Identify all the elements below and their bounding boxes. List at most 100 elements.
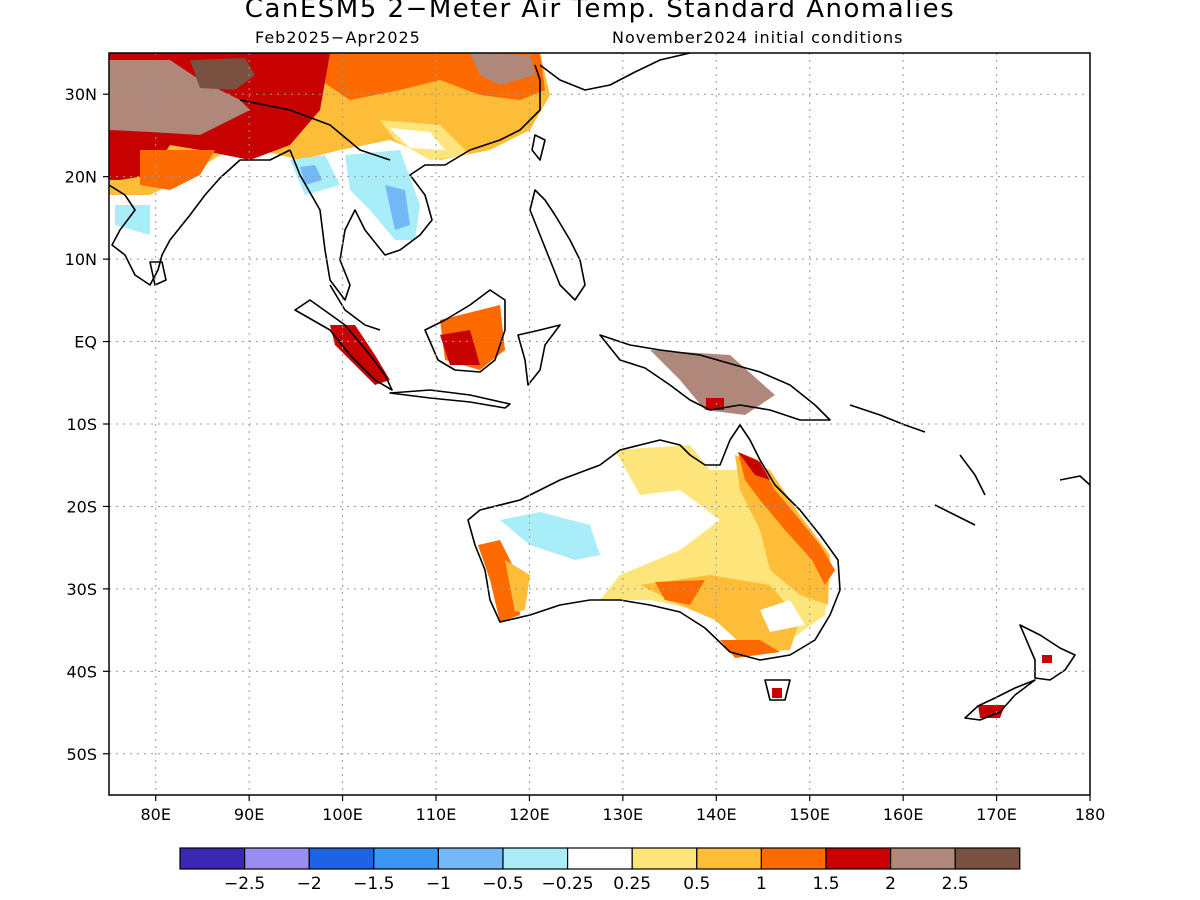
lon-label: 130E (603, 805, 644, 824)
lat-label: 30N (65, 85, 97, 104)
colorbar-swatch (244, 847, 310, 870)
coast-vanuatu (959, 454, 986, 496)
anomaly-newguinea-red (706, 398, 724, 410)
anomaly-sumatra (330, 325, 390, 385)
colorbar-label: 0.5 (683, 874, 710, 894)
colorbar-label: 2.5 (942, 874, 969, 894)
anomaly-china-white (390, 128, 445, 150)
colorbar-swatch (566, 847, 633, 870)
colorbar-swatch (308, 847, 375, 870)
anomaly-cool-indochina2 (385, 185, 410, 230)
coast-philippines (529, 189, 586, 301)
lat-label: 50S (66, 745, 97, 764)
anomaly-india-orange (140, 150, 215, 190)
colorbar-label: 1.5 (812, 874, 839, 894)
anomaly-newguinea (650, 350, 775, 415)
anomaly-cool-india (115, 205, 150, 235)
lat-axis-labels: 30N 20N 10N EQ 10S 20S 30S 40S 50S (65, 85, 97, 764)
anomaly-nz (978, 705, 1005, 718)
coast-india (109, 149, 291, 286)
colorbar-label: −1 (426, 874, 451, 894)
lon-axis-labels: 80E 90E 100E 110E 120E 130E 140E 150E 160E 170E 18… (140, 805, 1105, 824)
colorbar-swatch (179, 847, 246, 870)
colorbar-label: −0.5 (482, 874, 523, 894)
lon-label: 170E (976, 805, 1017, 824)
lon-label: 100E (322, 805, 363, 824)
coast-malaya (329, 284, 381, 331)
anomaly-australia-deep-se (655, 580, 705, 605)
lat-label: 10N (65, 250, 97, 269)
lat-label: 20N (65, 168, 97, 187)
lat-label: 10S (66, 415, 97, 434)
anomaly-tasmania (772, 688, 782, 698)
colorbar-label: −2.5 (224, 874, 265, 894)
colorbar-swatch (760, 847, 827, 870)
colorbar-swatch (889, 847, 956, 870)
initial-conditions: November2024 initial conditions (612, 28, 904, 47)
anomaly-cool-indochina (345, 150, 420, 240)
lon-label: 90E (234, 805, 264, 824)
anomaly-australia-sw-yellow (505, 560, 530, 612)
colorbar-label: −1.5 (353, 874, 394, 894)
coast-fiji (1059, 475, 1090, 486)
coast-australia (467, 424, 841, 661)
lat-label: 30S (66, 580, 97, 599)
coast-sumatra (294, 299, 393, 391)
colorbar-swatch (373, 847, 439, 870)
colorbar-label: 1 (756, 874, 767, 894)
anomaly-nz-north (1042, 655, 1052, 663)
lon-label: 120E (509, 805, 550, 824)
coast-sulawesi (517, 324, 561, 386)
colorbar-label: −2 (297, 874, 322, 894)
colorbar-labels: −2.5 −2 −1.5 −1 −0.5 −0.25 0.25 0.5 1 1.5 2 2.5 (224, 874, 969, 894)
map-title: CanESM5 2−Meter Air Temp. Standard Anoma… (244, 0, 956, 24)
anomaly-australia-sw (478, 540, 520, 622)
colorbar-swatch (502, 847, 569, 870)
coast-newcaledonia (934, 504, 976, 526)
colorbar-swatch (631, 847, 698, 870)
lon-label: 140E (696, 805, 737, 824)
coast-nz-south (964, 679, 1036, 721)
coast-srilanka (149, 261, 167, 286)
lat-label: 40S (66, 662, 97, 681)
valid-period: Feb2025−Apr2025 (255, 28, 421, 47)
anomaly-tibet-dark (190, 58, 255, 90)
grid-lines (109, 53, 1090, 795)
coastlines (109, 53, 1090, 721)
anomaly-cool-myanmar2 (300, 165, 322, 185)
colorbar-swatch (437, 847, 504, 870)
anomaly-australia-cool (500, 512, 600, 560)
anomaly-korea-brown (470, 53, 535, 85)
lon-label: 160E (883, 805, 924, 824)
coast-japan (539, 53, 691, 91)
coast-newguinea (599, 334, 831, 421)
colorbar-swatch (696, 847, 762, 870)
anomaly-australia-white-se (760, 600, 805, 632)
lon-label: 150E (789, 805, 830, 824)
coast-tasmania (764, 679, 791, 701)
lon-label: 80E (140, 805, 170, 824)
anomaly-australia-east (738, 452, 835, 585)
colorbar-label: −0.25 (542, 874, 594, 894)
coast-java (389, 389, 511, 409)
anomaly-australia-east-red (738, 452, 770, 480)
lon-label: 110E (416, 805, 457, 824)
colorbar (179, 847, 1021, 870)
lon-label: 180 (1075, 805, 1106, 824)
colorbar-label: 2 (885, 874, 896, 894)
coast-solomons (849, 404, 926, 433)
colorbar-swatch (825, 847, 892, 870)
anomaly-borneo-red (440, 330, 480, 365)
coast-nz-north (1019, 624, 1076, 681)
coast-taiwan (531, 134, 546, 161)
colorbar-label: 0.25 (613, 874, 651, 894)
lat-label: 20S (66, 497, 97, 516)
coast-indochina (289, 64, 541, 301)
colorbar-swatch (954, 847, 1021, 870)
anomaly-tibet-brown (109, 60, 250, 135)
anomaly-shading (109, 53, 1052, 718)
axis-ticks (103, 93, 1091, 801)
lat-label: EQ (74, 333, 97, 352)
coast-borneo (424, 289, 506, 373)
